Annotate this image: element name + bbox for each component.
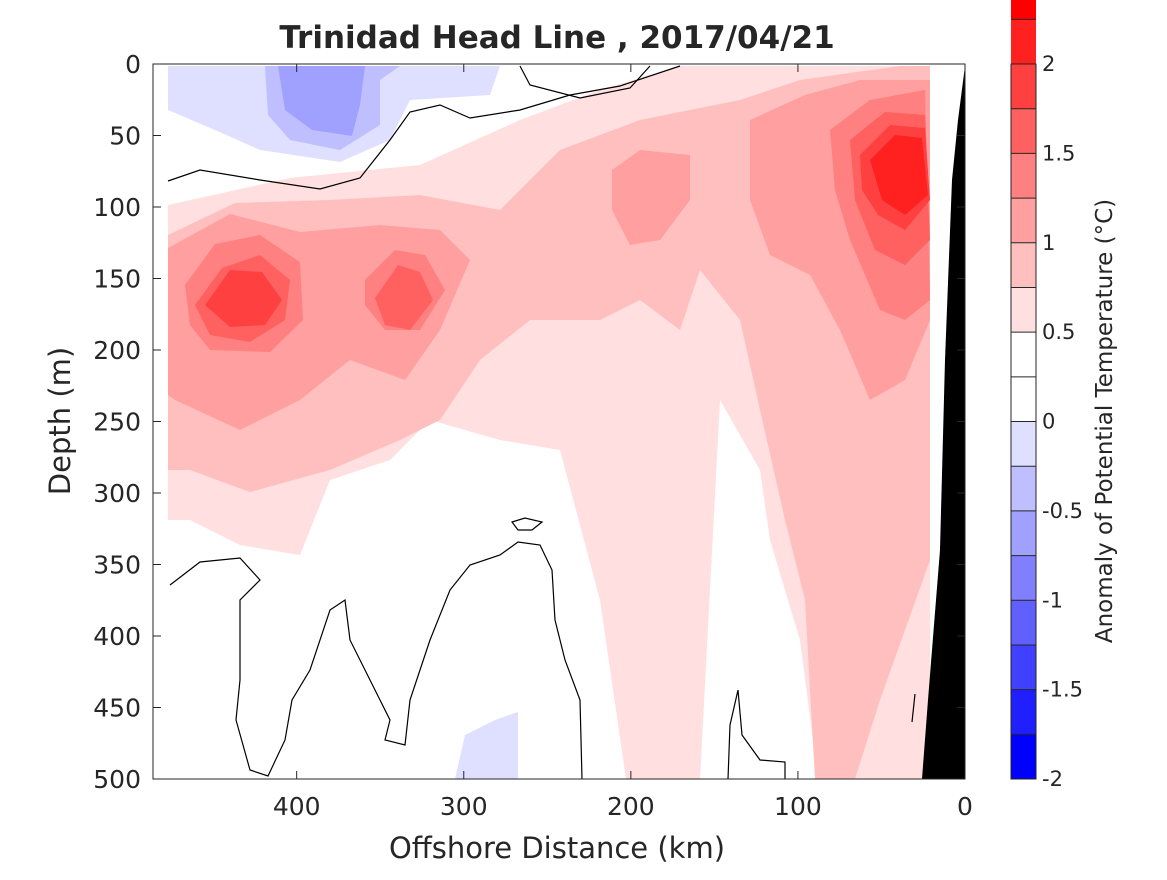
colorbar-band	[1011, 555, 1036, 601]
y-tick-label: 150	[93, 265, 141, 294]
y-tick-label: 250	[93, 408, 141, 437]
zero-contour-top	[519, 65, 651, 99]
anomaly-band-1p0	[185, 90, 930, 352]
y-tick-label: 50	[109, 122, 141, 151]
x-tick-label: 200	[607, 792, 655, 821]
colorbar-band	[1011, 0, 1036, 20]
colorbar-bands	[1011, 0, 1036, 779]
colorbar-band	[1011, 644, 1036, 690]
x-axis-label: Offshore Distance (km)	[389, 831, 725, 865]
colorbar-band	[1011, 153, 1036, 199]
colorbar-tick-label: -0.5	[1042, 499, 1083, 523]
zero-contour-deep-2	[727, 689, 786, 779]
colorbar-band	[1011, 287, 1036, 333]
colorbar-band	[1011, 466, 1036, 511]
colorbar-tick-label: -1	[1042, 588, 1063, 612]
colorbar-tick-label: -2	[1042, 767, 1063, 791]
colorbar-tick-label: 1.5	[1042, 141, 1075, 165]
y-tick-label: 500	[93, 765, 141, 794]
colorbar-band	[1011, 600, 1036, 645]
y-tick-label: 300	[93, 479, 141, 508]
zero-contour-deep-1	[169, 541, 583, 779]
x-axis-ticks: 400 300 200 100 0	[273, 64, 973, 821]
colorbar-band	[1011, 376, 1036, 422]
y-tick-label: 0	[125, 50, 141, 79]
plot-area: 400 300 200 100 0 0 50 100 150 200 250 300 350 400 45…	[93, 50, 973, 821]
anomaly-band-neg0p75	[278, 66, 365, 136]
colorbar-band	[1011, 19, 1036, 64]
x-tick-label: 300	[440, 792, 488, 821]
colorbar-label: Anomaly of Potential Temperature (°C)	[1092, 199, 1118, 643]
anomaly-band-1p75	[870, 135, 928, 215]
colorbar: 2 1.5 1 0.5 0 -0.5 -1 -1.5 -2 Anomaly of Potenti…	[1010, 0, 1118, 791]
zero-contour-nearshore	[911, 693, 916, 723]
colorbar-ticks: 2 1.5 1 0.5 0 -0.5 -1 -1.5 -2	[1042, 52, 1083, 791]
colorbar-frame	[1010, 63, 1037, 780]
y-tick-label: 400	[93, 622, 141, 651]
x-tick-label: 0	[957, 792, 973, 821]
colorbar-band	[1011, 689, 1036, 735]
y-tick-label: 450	[93, 694, 141, 723]
zero-contour-small	[511, 517, 544, 531]
y-axis-ticks: 0 50 100 150 200 250 300 350 400 450 500	[93, 50, 965, 794]
y-tick-label: 100	[93, 193, 141, 222]
colorbar-band	[1011, 198, 1036, 243]
x-tick-label: 400	[273, 792, 321, 821]
colorbar-band	[1011, 510, 1036, 556]
colorbar-tick-label: -1.5	[1042, 678, 1083, 702]
colorbar-band	[1011, 421, 1036, 467]
colorbar-band	[1011, 64, 1036, 109]
anomaly-band-0p75	[168, 80, 930, 430]
y-axis-label: Depth (m)	[43, 347, 77, 495]
y-tick-label: 350	[93, 551, 141, 580]
colorbar-band	[1011, 108, 1036, 154]
y-tick-label: 200	[93, 336, 141, 365]
colorbar-tick-label: 0.5	[1042, 320, 1075, 344]
colorbar-band	[1011, 332, 1036, 377]
bathymetry-shelf	[922, 66, 965, 779]
colorbar-band	[1011, 242, 1036, 288]
colorbar-band	[1011, 734, 1036, 779]
x-tick-label: 100	[774, 792, 822, 821]
contour-fill-layer	[167, 65, 965, 779]
chart-title: Trinidad Head Line , 2017/04/21	[279, 20, 834, 56]
colorbar-tick-label: 2	[1042, 52, 1055, 76]
colorbar-tick-label: 1	[1042, 231, 1055, 255]
colorbar-tick-label: 0	[1042, 410, 1055, 434]
